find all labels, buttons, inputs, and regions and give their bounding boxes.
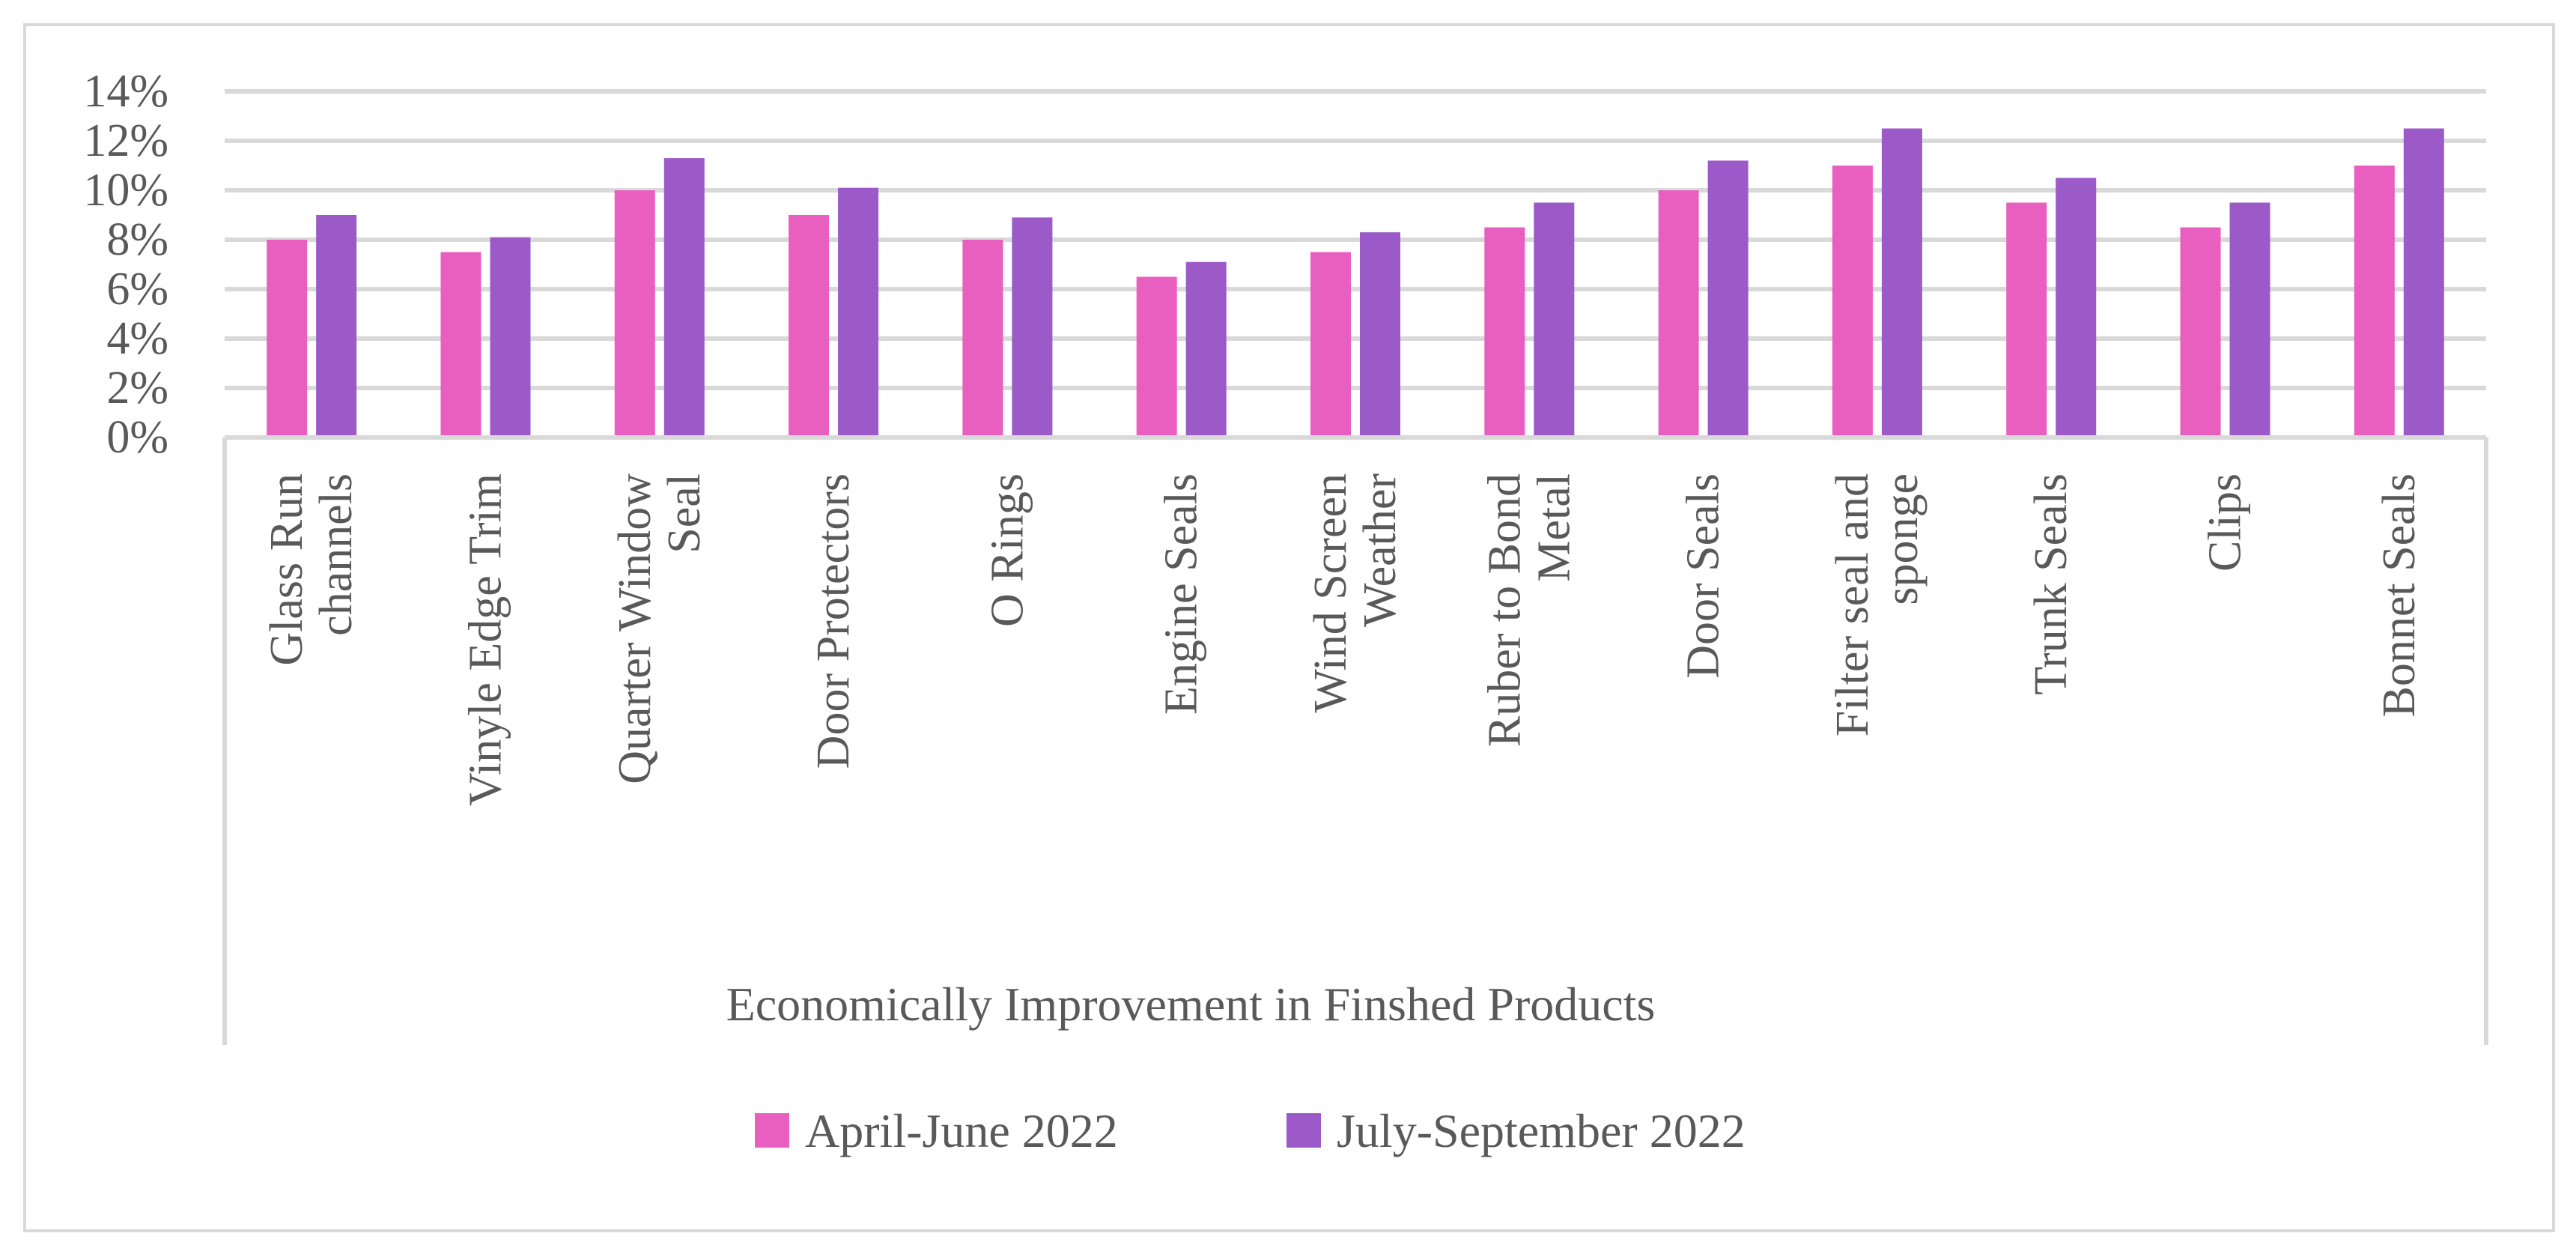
bar-july-september (1707, 160, 1749, 437)
y-tick-label: 2% (106, 363, 168, 414)
bar-july-september (2056, 178, 2097, 437)
x-tick-label: Seal (659, 473, 710, 554)
bar-april-june (789, 215, 830, 437)
bars (267, 128, 2444, 437)
x-tick-label: Engine Seals (1156, 473, 1207, 715)
bar-april-june (2354, 166, 2395, 437)
axes (222, 435, 2488, 1045)
x-tick-label: Bonnet Seals (2374, 473, 2425, 717)
bar-july-september (1360, 232, 1400, 437)
bar-april-june (440, 252, 482, 437)
bar-april-june (2180, 227, 2221, 437)
bar-july-september (1012, 217, 1053, 437)
y-tick-label: 14% (83, 66, 168, 117)
bar-july-september (490, 237, 531, 437)
legend: April-June 2022 July-September 2022 (755, 1104, 1746, 1157)
chart-border (23, 23, 2555, 1232)
x-tick-label: O Rings (982, 473, 1033, 627)
legend-label: July-September 2022 (1337, 1104, 1746, 1157)
x-tick-label: Door Protectors (808, 473, 859, 769)
bar-april-june (1832, 166, 1873, 437)
bar-july-september (2229, 202, 2270, 437)
x-tick-label: Wind Screen (1305, 473, 1356, 712)
bar-july-september (1881, 128, 1922, 437)
x-tick-label: Clips (2200, 473, 2251, 572)
x-tick-label: Filter seal and (1827, 473, 1878, 736)
x-tick-label: Weather (1355, 473, 1406, 627)
bar-july-september (2403, 128, 2444, 437)
x-tick-label: Ruber to Bond (1479, 473, 1530, 747)
bar-april-june (1658, 190, 1699, 437)
x-tick-label: sponge (1877, 473, 1928, 605)
x-tick-label: Vinyle Edge Trim (460, 473, 511, 806)
y-tick-label: 6% (106, 264, 168, 315)
x-tick-label: Glass Run (261, 473, 312, 666)
legend-swatch (1287, 1113, 1321, 1148)
bar-april-june (1484, 227, 1525, 437)
bar-july-september (663, 158, 705, 437)
x-tick-label: Door Seals (1678, 473, 1729, 679)
bar-april-june (614, 190, 655, 437)
x-tick-label: Quarter Window (610, 473, 660, 784)
y-tick-label: 10% (83, 165, 168, 216)
y-tick-label: 8% (106, 214, 168, 265)
y-tick-label: 12% (83, 115, 168, 166)
x-tick-label: channels (311, 473, 362, 636)
x-axis-title: Economically Improvement in Finshed Prod… (726, 978, 1656, 1031)
bar-april-june (267, 240, 308, 437)
y-tick-label: 4% (106, 313, 168, 364)
bar-april-june (1310, 252, 1351, 437)
bar-april-june (962, 240, 1003, 437)
y-tick-label: 0% (106, 412, 168, 463)
y-tick-labels: 0%2%4%6%8%10%12%14% (83, 66, 168, 463)
bar-april-june (2006, 202, 2047, 437)
bar-july-september (838, 187, 879, 437)
bar-july-september (1534, 202, 1575, 437)
bar-april-june (1136, 276, 1177, 437)
bar-july-september (316, 215, 357, 437)
bar-july-september (1185, 261, 1227, 437)
legend-swatch (755, 1113, 789, 1148)
legend-label: April-June 2022 (805, 1104, 1118, 1157)
gridlines (225, 89, 2486, 390)
x-tick-label: Trunk Seals (2026, 473, 2077, 695)
x-tick-label: Metal (1528, 473, 1579, 582)
